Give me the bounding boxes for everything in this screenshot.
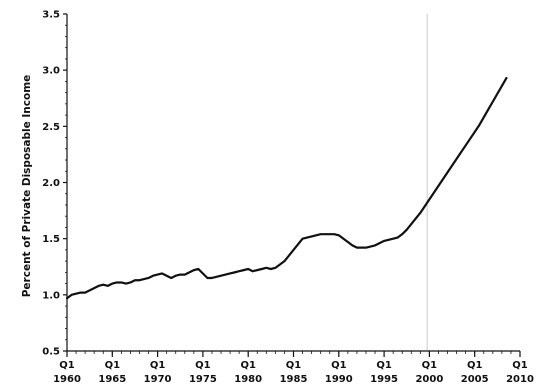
x-tick-quarter-label: Q1 bbox=[286, 360, 302, 371]
y-axis-label: Percent of Private Disposable Income bbox=[21, 75, 33, 298]
x-tick-quarter-label: Q1 bbox=[422, 360, 438, 371]
x-tick-year-label: 1980 bbox=[234, 374, 262, 385]
x-tick-quarter-label: Q1 bbox=[195, 360, 211, 371]
x-tick-quarter-label: Q1 bbox=[105, 360, 121, 371]
x-tick-year-label: 1975 bbox=[189, 374, 217, 385]
series-line bbox=[65, 76, 508, 300]
x-tick-year-label: 2005 bbox=[461, 374, 489, 385]
y-tick-label: 2.0 bbox=[42, 178, 60, 189]
x-tick-quarter-label: Q1 bbox=[59, 360, 75, 371]
x-tick-year-label: 2010 bbox=[506, 374, 534, 385]
y-tick-label: 3.0 bbox=[42, 66, 60, 77]
x-tick-quarter-label: Q1 bbox=[240, 360, 256, 371]
x-tick-year-label: 1990 bbox=[325, 374, 353, 385]
x-tick-year-label: 1960 bbox=[53, 374, 81, 385]
x-tick-year-label: 1965 bbox=[98, 374, 126, 385]
x-tick-quarter-label: Q1 bbox=[376, 360, 392, 371]
y-tick-label: 3.5 bbox=[42, 10, 60, 21]
plot-area: 0.5 1.0 1.5 2.0 2.5 3.0 3.5 Q1 1960 Q1 1965 Q1 1970 Q… bbox=[42, 10, 534, 386]
y-tick-label: 1.0 bbox=[42, 290, 60, 301]
x-tick-quarter-label: Q1 bbox=[512, 360, 528, 371]
x-tick-year-label: 1970 bbox=[144, 374, 172, 385]
x-tick-quarter-label: Q1 bbox=[467, 360, 483, 371]
x-tick-year-label: 1985 bbox=[280, 374, 308, 385]
y-tick-label: 0.5 bbox=[42, 347, 60, 358]
x-tick-quarter-label: Q1 bbox=[150, 360, 166, 371]
x-tick-year-label: 1995 bbox=[370, 374, 398, 385]
y-tick-label: 1.5 bbox=[42, 234, 60, 245]
x-tick-quarter-label: Q1 bbox=[331, 360, 347, 371]
y-tick-label: 2.5 bbox=[42, 122, 60, 133]
x-tick-year-label: 2000 bbox=[415, 374, 443, 385]
